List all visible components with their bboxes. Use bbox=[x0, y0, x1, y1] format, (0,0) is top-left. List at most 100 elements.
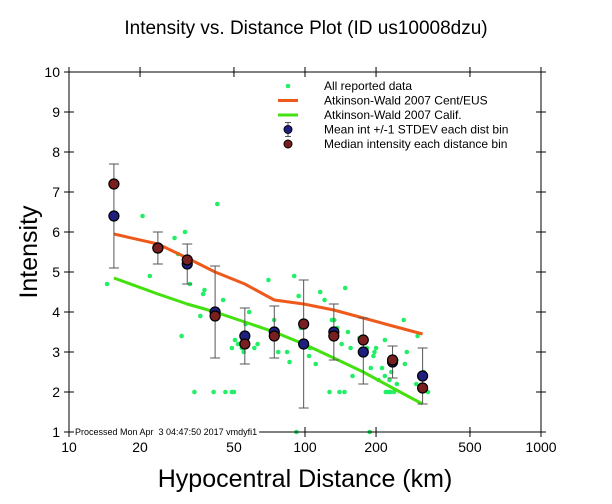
data-point bbox=[252, 345, 257, 351]
axes: 1 2 3 4 5 6 7 8 9 10 10 20 50 100 200 500 1000 bbox=[44, 64, 556, 455]
y-tick-label: 10 bbox=[44, 64, 60, 80]
data-point bbox=[387, 377, 392, 383]
data-point bbox=[327, 389, 332, 395]
x-axis-label: Hypocentral Distance (km) bbox=[158, 465, 453, 493]
median-marker bbox=[357, 334, 369, 346]
data-point bbox=[342, 389, 347, 395]
data-point bbox=[322, 297, 327, 303]
data-point bbox=[232, 337, 238, 343]
median-marker bbox=[239, 338, 251, 350]
legend-label: Atkinson-Wald 2007 Calif. bbox=[324, 108, 462, 122]
data-point bbox=[382, 373, 388, 379]
data-point bbox=[348, 345, 353, 351]
x-tick-label: 100 bbox=[293, 439, 317, 455]
data-point bbox=[140, 213, 145, 219]
median-marker bbox=[209, 310, 221, 322]
y-tick-label: 4 bbox=[52, 304, 60, 320]
data-point bbox=[401, 317, 407, 323]
data-point bbox=[404, 349, 410, 355]
data-point bbox=[345, 329, 351, 335]
plot-area bbox=[104, 163, 431, 435]
data-point bbox=[200, 291, 206, 297]
data-point bbox=[394, 381, 400, 387]
data-point bbox=[287, 359, 292, 365]
y-tick-label: 3 bbox=[52, 344, 60, 360]
legend-label: Median intensity each distance bin bbox=[324, 137, 507, 151]
legend-median-marker-icon bbox=[283, 139, 293, 149]
data-point bbox=[229, 345, 235, 351]
data-point bbox=[223, 389, 228, 395]
legend-item-cent_eus: Atkinson-Wald 2007 Cent/EUS bbox=[278, 94, 488, 108]
data-point bbox=[413, 381, 419, 387]
y-tick-label: 1 bbox=[52, 424, 60, 440]
y-tick-label: 6 bbox=[52, 224, 60, 240]
x-tick-label: 10 bbox=[61, 439, 77, 455]
data-point bbox=[284, 349, 290, 355]
y-tick-label: 9 bbox=[52, 104, 60, 120]
data-point bbox=[372, 349, 377, 355]
legend-item-calif: Atkinson-Wald 2007 Calif. bbox=[278, 108, 462, 122]
data-point bbox=[182, 229, 188, 235]
data-point bbox=[291, 273, 297, 279]
median-marker bbox=[298, 318, 310, 330]
legend-label: Atkinson-Wald 2007 Cent/EUS bbox=[324, 94, 488, 108]
data-point bbox=[368, 365, 374, 371]
data-point bbox=[214, 201, 220, 207]
data-point bbox=[313, 361, 318, 367]
x-tick-label: 500 bbox=[458, 439, 482, 455]
data-point bbox=[296, 293, 301, 299]
data-point bbox=[202, 287, 207, 293]
median-marker bbox=[386, 354, 399, 366]
data-point bbox=[317, 289, 323, 295]
mean-marker bbox=[108, 210, 120, 222]
y-tick-label: 2 bbox=[52, 384, 60, 400]
legend-label: Mean int +/-1 STDEV each dist bin bbox=[324, 123, 508, 137]
median-marker bbox=[108, 178, 120, 190]
data-point bbox=[197, 313, 203, 319]
data-point bbox=[342, 285, 348, 291]
legend-mean-marker-icon bbox=[283, 125, 293, 134]
legend-item-all_data: All reported data bbox=[285, 79, 412, 93]
processed-footnote: Processed Mon Apr 3 04:47:50 2017 vmdyfi… bbox=[75, 427, 257, 437]
y-axis-label: Intensity bbox=[15, 205, 43, 299]
median-marker bbox=[152, 242, 164, 254]
x-tick-label: 200 bbox=[364, 439, 388, 455]
legend-dot-icon bbox=[285, 83, 291, 89]
data-point bbox=[415, 333, 420, 339]
data-point bbox=[373, 345, 379, 351]
data-point bbox=[220, 297, 226, 303]
data-point bbox=[192, 389, 197, 395]
data-point bbox=[275, 349, 281, 355]
data-point bbox=[379, 365, 385, 371]
mean-marker bbox=[357, 346, 369, 358]
data-point bbox=[266, 277, 271, 283]
median-marker bbox=[181, 254, 193, 266]
data-point bbox=[255, 341, 260, 347]
y-tick-label: 5 bbox=[52, 264, 60, 280]
mean-marker bbox=[417, 370, 429, 382]
legend-label: All reported data bbox=[324, 79, 412, 93]
data-point bbox=[382, 337, 388, 343]
data-point bbox=[337, 389, 342, 395]
x-tick-label: 1000 bbox=[525, 439, 556, 455]
data-point bbox=[388, 389, 393, 395]
data-point bbox=[402, 361, 408, 367]
data-point bbox=[306, 353, 312, 359]
y-tick-label: 8 bbox=[52, 144, 60, 160]
data-point bbox=[246, 309, 252, 315]
y-tick-label: 7 bbox=[52, 184, 60, 200]
data-point bbox=[350, 373, 355, 379]
x-tick-label: 50 bbox=[226, 439, 242, 455]
cent_eus-line bbox=[113, 232, 423, 336]
data-point bbox=[179, 333, 184, 339]
data-point bbox=[147, 273, 153, 279]
footnote-background bbox=[74, 427, 260, 437]
legend-item-median: Median intensity each distance bin bbox=[283, 137, 507, 151]
data-point bbox=[231, 389, 237, 395]
median-marker bbox=[268, 330, 280, 342]
median-marker bbox=[328, 330, 340, 342]
x-tick-label: 20 bbox=[132, 439, 148, 455]
legend-item-mean: Mean int +/-1 STDEV each dist bin bbox=[283, 122, 508, 137]
data-point bbox=[235, 341, 241, 347]
